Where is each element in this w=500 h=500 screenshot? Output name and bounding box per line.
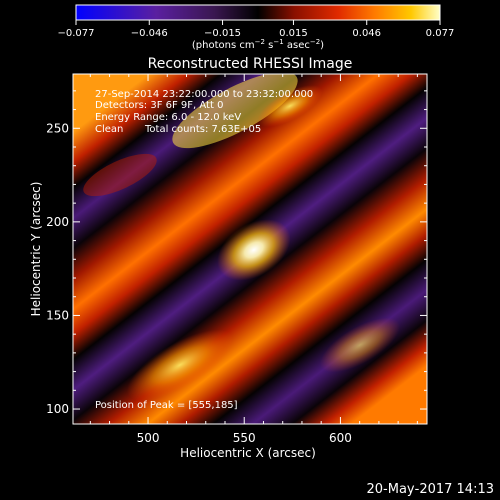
colorbar-unit-exponent: −1 <box>273 38 283 46</box>
annotation-clean: Clean <box>95 124 123 135</box>
colorbar-tick-label: 0.015 <box>279 28 308 39</box>
annotation-peak-position: Position of Peak = [555,185] <box>95 400 238 411</box>
colorbar-unit-label: (photons cm−2 s−1 asec−2) <box>192 38 324 51</box>
annotation-energy-range: Energy Range: 6.0 ‐ 12.0 keV <box>95 112 241 123</box>
x-axis-tick-labels: 500 550 600 <box>137 431 352 445</box>
y-axis-tick-labels: 100 150 200 250 <box>46 121 69 416</box>
x-axis-label: Heliocentric X (arcsec) <box>180 446 316 460</box>
x-axis-ticks <box>89 74 418 424</box>
y-tick-label: 150 <box>46 308 69 322</box>
y-tick-label: 250 <box>46 121 69 135</box>
chart-title: Reconstructed RHESSI Image <box>148 56 353 72</box>
heatmap-image <box>73 74 427 424</box>
x-tick-label: 600 <box>329 431 352 445</box>
annotation-total-counts: Total counts: 7.63E+05 <box>144 124 261 135</box>
colorbar-tick-label: −0.046 <box>131 28 168 39</box>
x-tick-label: 500 <box>137 431 160 445</box>
colorbar-unit-part: (photons cm <box>192 40 255 51</box>
y-axis-ticks <box>73 90 427 410</box>
peak-emission <box>217 219 291 281</box>
colorbar-ticks <box>75 20 441 25</box>
colorbar-tick-label: 0.046 <box>352 28 381 39</box>
x-tick-label: 550 <box>233 431 256 445</box>
colorbar-unit-exponent: −2 <box>255 38 265 46</box>
colorbar-unit-exponent: −2 <box>310 38 320 46</box>
colorbar-unit-part: ) <box>320 40 324 51</box>
colorbar-tick-label: −0.015 <box>204 28 241 39</box>
annotation-detectors: Detectors: 3F 6F 9F, Att 0 <box>95 100 223 111</box>
colorbar-tick-labels: −0.077 −0.046 −0.015 0.015 0.046 0.077 <box>57 28 454 39</box>
annotation-time-range: 27‐Sep‐2014 23:22:00.000 to 23:32:00.000 <box>95 89 313 100</box>
colorbar-tick-label: −0.077 <box>57 28 94 39</box>
plot-frame <box>72 73 428 425</box>
colorbar-unit-part: asec <box>284 40 310 51</box>
y-tick-label: 200 <box>46 215 69 229</box>
footer-timestamp: 20‐May‐2017 14:13 <box>367 482 494 497</box>
colorbar-tick-label: 0.077 <box>426 28 455 39</box>
y-axis-label: Heliocentric Y (arcsec) <box>29 182 43 317</box>
colorbar <box>75 4 441 21</box>
y-tick-label: 100 <box>46 402 69 416</box>
colorbar-unit-part: s <box>265 40 273 51</box>
